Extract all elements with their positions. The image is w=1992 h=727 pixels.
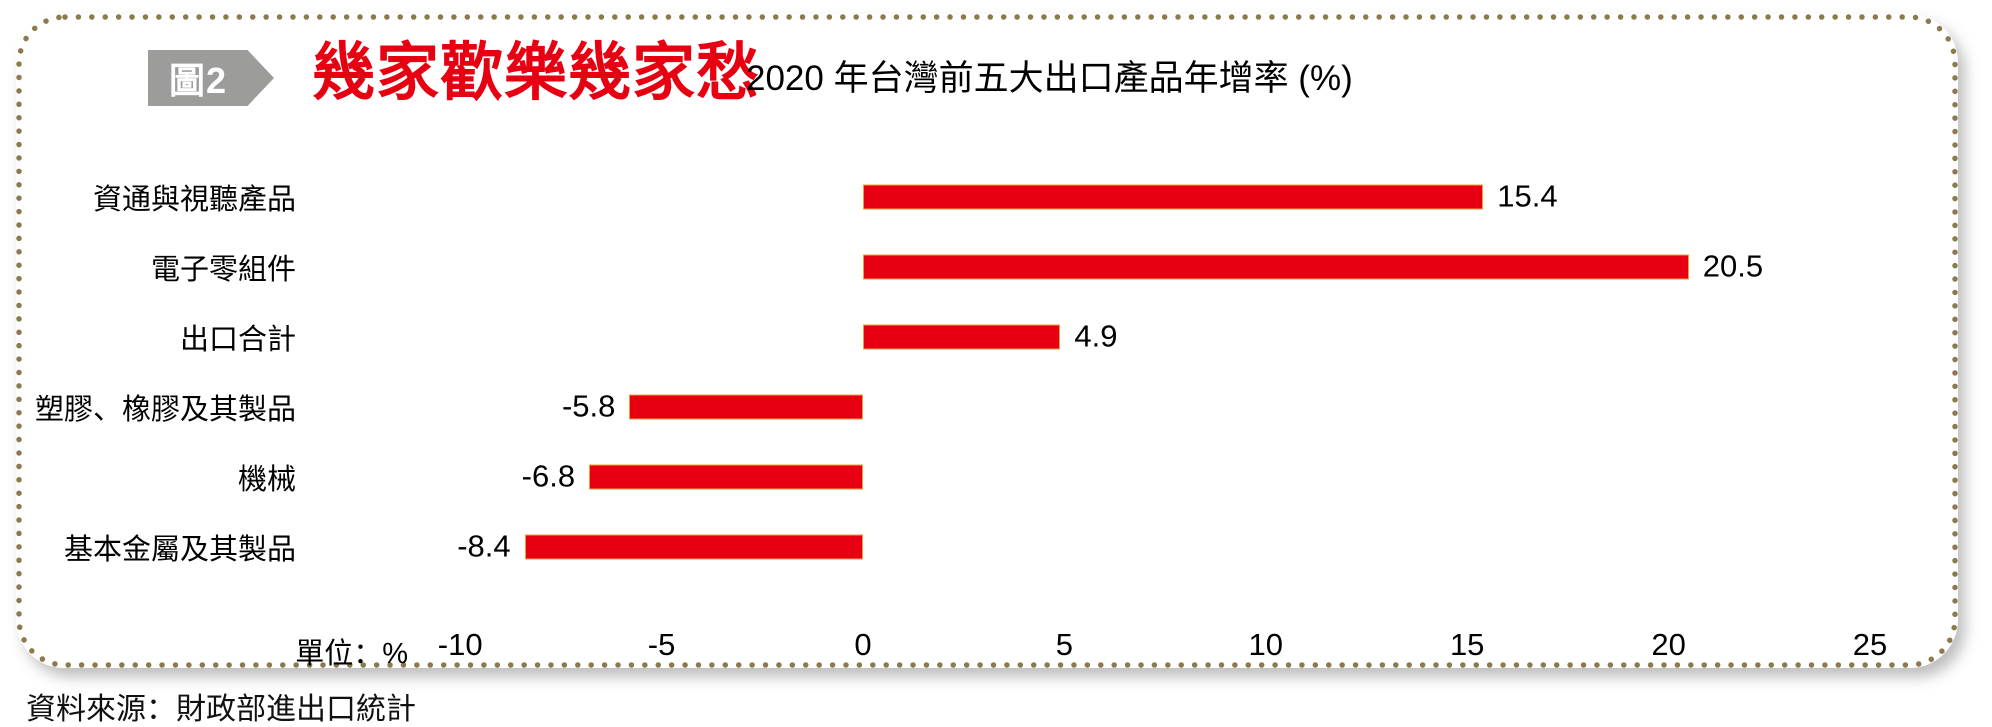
bar-value-label: -8.4 (457, 528, 511, 564)
figure-number-badge: 圖2 (148, 50, 274, 106)
category-label: 塑膠、橡膠及其製品 (34, 394, 296, 426)
bar-value-label: 15.4 (1497, 178, 1558, 214)
bar-4 (629, 394, 863, 420)
category-label: 機械 (237, 464, 296, 496)
category-label: 資通與視聽產品 (92, 184, 296, 216)
bar-1 (863, 184, 1484, 210)
bar-6 (524, 534, 863, 560)
category-label: 電子零組件 (150, 254, 296, 286)
x-axis-tick-label: 0 (854, 627, 872, 662)
x-axis-tick-label: 25 (1852, 627, 1888, 662)
bar-3 (863, 324, 1061, 350)
bar-value-label: -5.8 (561, 388, 616, 424)
chart-subtitle: 2020 年台灣前五大出口產品年增率 (%) (746, 59, 1353, 98)
x-axis-tick-label: 20 (1651, 627, 1686, 662)
bar-value-label: 20.5 (1702, 248, 1764, 284)
category-label: 出口合計 (179, 324, 296, 356)
bar-2 (863, 254, 1689, 280)
category-label: 基本金屬及其製品 (63, 534, 296, 566)
bar-value-label: -6.8 (521, 458, 576, 494)
x-axis-tick-label: 10 (1248, 627, 1284, 662)
chart-title: 幾家歡樂幾家愁 (312, 38, 760, 108)
x-axis-tick-label: 15 (1449, 627, 1485, 662)
source-note: 資料來源：財政部進出口統計 (26, 693, 416, 726)
bar-5 (589, 464, 863, 490)
x-axis-tick-label: 5 (1055, 627, 1074, 662)
bar-value-label: 4.9 (1074, 318, 1118, 354)
figure-number-label: 圖2 (168, 60, 228, 101)
x-axis-tick-label: -10 (437, 627, 483, 662)
axis-unit-label: 單位：% (295, 638, 408, 670)
x-axis-tick-label: -5 (647, 627, 676, 662)
